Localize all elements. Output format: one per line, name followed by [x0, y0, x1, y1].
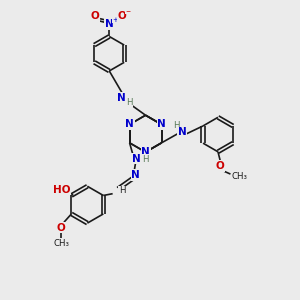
Text: HO: HO: [52, 184, 70, 194]
Text: O: O: [216, 161, 225, 171]
Text: CH₃: CH₃: [53, 239, 69, 248]
Text: N: N: [125, 119, 134, 129]
Text: N: N: [105, 19, 114, 29]
Text: N: N: [132, 154, 141, 164]
Text: H: H: [119, 186, 125, 195]
Text: O: O: [118, 11, 126, 21]
Text: H: H: [173, 121, 180, 130]
Text: CH₃: CH₃: [231, 172, 248, 181]
Text: O: O: [57, 223, 65, 232]
Text: H: H: [126, 98, 132, 107]
Text: N: N: [117, 93, 126, 103]
Text: N: N: [157, 119, 166, 129]
Text: N: N: [141, 147, 150, 157]
Text: N: N: [131, 170, 140, 180]
Text: −: −: [125, 9, 130, 14]
Text: N: N: [178, 127, 187, 137]
Text: O: O: [91, 11, 100, 21]
Text: H: H: [142, 155, 148, 164]
Text: +: +: [112, 16, 118, 22]
